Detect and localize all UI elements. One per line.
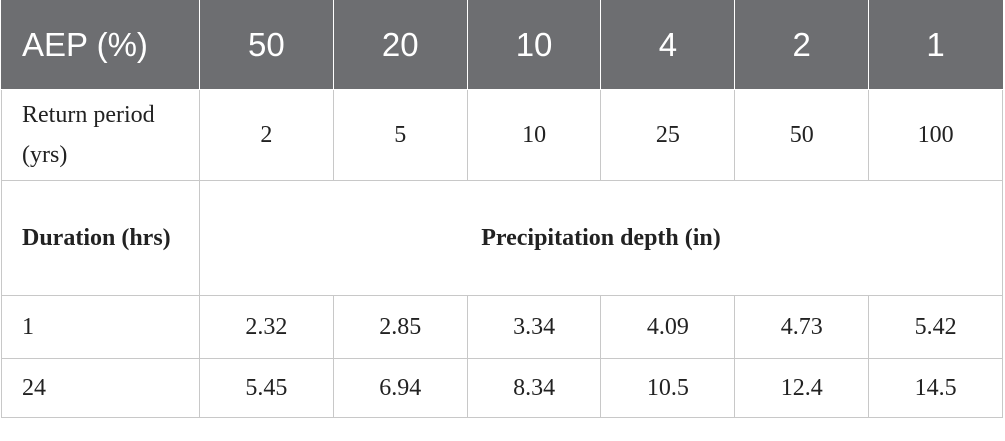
cell: 100 (868, 89, 1003, 181)
cell: 50 (734, 89, 870, 181)
table-row: Duration (hrs) Precipitation depth (in) (1, 180, 1003, 296)
cell: 14.5 (868, 358, 1003, 418)
cell: 3.34 (466, 295, 602, 359)
span-label: Precipitation depth (in) (199, 180, 1003, 296)
cell: 4.09 (600, 295, 736, 359)
cell: 5 (332, 89, 468, 181)
header-cell: 4 (600, 0, 736, 90)
header-cell: 50 (199, 0, 334, 90)
header-cell: AEP (%) (1, 0, 200, 90)
cell: 4.73 (734, 295, 870, 359)
cell: 10 (466, 89, 602, 181)
cell: 2 (199, 89, 334, 181)
table-row: AEP (%) 50 20 10 4 2 1 (1, 0, 1003, 90)
row-label: Return period (yrs) (1, 89, 200, 181)
cell: 5.45 (199, 358, 334, 418)
header-cell: 2 (734, 0, 870, 90)
cell: 8.34 (466, 358, 602, 418)
table-row: Return period (yrs) 2 5 10 25 50 100 (1, 89, 1003, 181)
table-row: 1 2.32 2.85 3.34 4.09 4.73 5.42 (1, 295, 1003, 359)
table-body: AEP (%) 50 20 10 4 2 1 Return period (yrs) 2 5 10 2… (1, 0, 1003, 418)
row-label: Duration (hrs) (1, 180, 200, 296)
cell: 12.4 (734, 358, 870, 418)
cell: 2.32 (199, 295, 334, 359)
table-row: 24 5.45 6.94 8.34 10.5 12.4 14.5 (1, 358, 1003, 418)
precipitation-table: AEP (%) 50 20 10 4 2 1 Return period (yrs) 2 5 10 2… (1, 0, 1003, 418)
row-label: 24 (1, 358, 200, 418)
header-cell: 1 (868, 0, 1003, 90)
cell: 10.5 (600, 358, 736, 418)
row-label: 1 (1, 295, 200, 359)
cell: 6.94 (332, 358, 468, 418)
header-cell: 20 (332, 0, 468, 90)
cell: 2.85 (332, 295, 468, 359)
header-cell: 10 (466, 0, 602, 90)
cell: 5.42 (868, 295, 1003, 359)
cell: 25 (600, 89, 736, 181)
